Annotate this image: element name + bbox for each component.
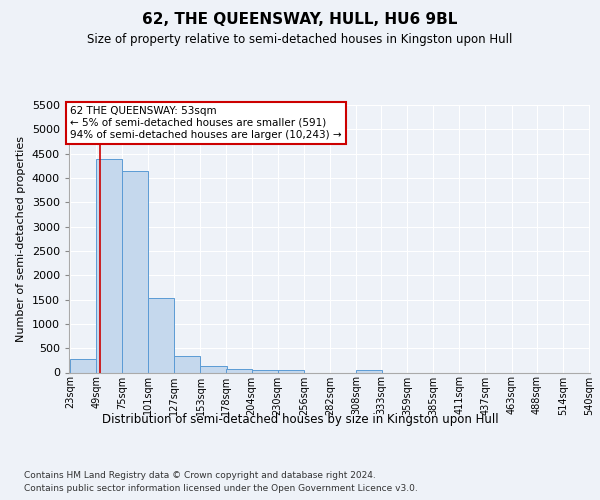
Bar bbox=[70, 360, 96, 372]
Bar bbox=[200, 366, 227, 372]
Bar bbox=[251, 370, 278, 372]
Text: Distribution of semi-detached houses by size in Kingston upon Hull: Distribution of semi-detached houses by … bbox=[101, 412, 499, 426]
Text: Size of property relative to semi-detached houses in Kingston upon Hull: Size of property relative to semi-detach… bbox=[88, 32, 512, 46]
Bar bbox=[278, 370, 304, 372]
Text: 62, THE QUEENSWAY, HULL, HU6 9BL: 62, THE QUEENSWAY, HULL, HU6 9BL bbox=[142, 12, 458, 28]
Bar bbox=[148, 298, 175, 372]
Y-axis label: Number of semi-detached properties: Number of semi-detached properties bbox=[16, 136, 26, 342]
Text: Contains HM Land Registry data © Crown copyright and database right 2024.: Contains HM Land Registry data © Crown c… bbox=[24, 471, 376, 480]
Text: Contains public sector information licensed under the Open Government Licence v3: Contains public sector information licen… bbox=[24, 484, 418, 493]
Bar bbox=[226, 369, 251, 372]
Bar bbox=[175, 356, 200, 372]
Text: 62 THE QUEENSWAY: 53sqm
← 5% of semi-detached houses are smaller (591)
94% of se: 62 THE QUEENSWAY: 53sqm ← 5% of semi-det… bbox=[70, 106, 341, 140]
Bar bbox=[96, 158, 122, 372]
Bar bbox=[122, 170, 148, 372]
Bar bbox=[356, 370, 382, 372]
